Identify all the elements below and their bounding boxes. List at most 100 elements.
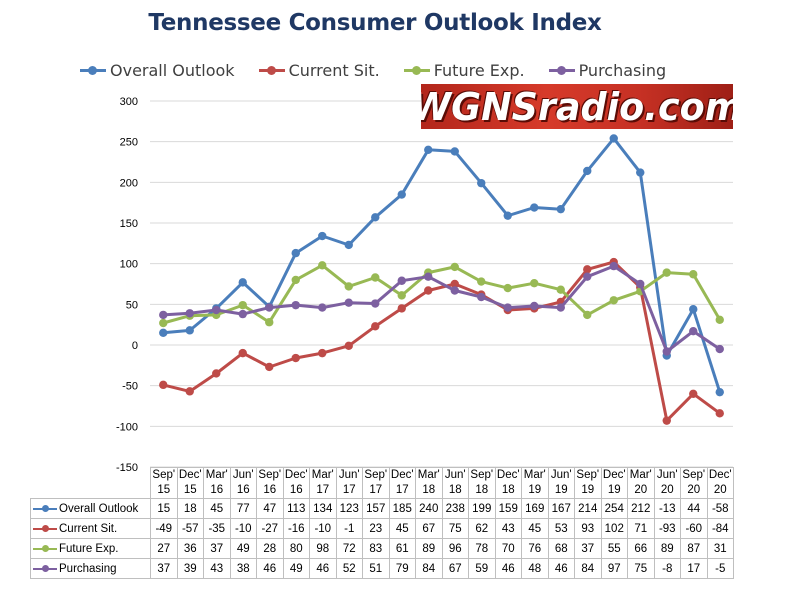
data-point bbox=[397, 291, 406, 300]
category-month: Dec' bbox=[178, 469, 202, 481]
table-cell: 238 bbox=[441, 498, 469, 519]
data-point bbox=[318, 261, 327, 270]
category-year: 19 bbox=[607, 484, 621, 496]
series-line-0 bbox=[163, 136, 722, 393]
table-cell: 89 bbox=[653, 538, 681, 559]
table-cell: -5 bbox=[706, 558, 734, 579]
legend-line-icon bbox=[80, 65, 106, 75]
category-month: Jun' bbox=[550, 469, 572, 481]
category-label: Jun' 19 bbox=[547, 467, 575, 499]
category-year: 16 bbox=[263, 484, 277, 496]
table-cell: 167 bbox=[547, 498, 575, 519]
table-cell: 123 bbox=[335, 498, 363, 519]
category-month: Sep' bbox=[152, 469, 176, 481]
category-label: Sep' 16 bbox=[256, 467, 284, 499]
y-tick-label: 100 bbox=[120, 259, 138, 271]
table-cell: 45 bbox=[521, 518, 549, 539]
table-cell: 37 bbox=[150, 558, 178, 579]
y-tick-label: 50 bbox=[126, 299, 138, 311]
row-label: Overall Outlook bbox=[30, 498, 151, 519]
category-label: Dec' 15 bbox=[176, 467, 204, 499]
row-label-text: Current Sit. bbox=[59, 522, 118, 535]
category-month: Mar' bbox=[417, 469, 440, 481]
series-key-icon bbox=[33, 504, 57, 512]
table-cell: 38 bbox=[229, 558, 257, 579]
legend-label: Overall Outlook bbox=[110, 60, 235, 80]
data-point bbox=[715, 344, 724, 354]
data-point bbox=[424, 272, 433, 281]
table-cell: 134 bbox=[309, 498, 337, 519]
data-point bbox=[689, 270, 698, 279]
table-cell: -58 bbox=[706, 498, 734, 519]
category-label: Jun' 17 bbox=[335, 467, 363, 499]
table-cell: 157 bbox=[362, 498, 390, 519]
category-year: 16 bbox=[289, 484, 303, 496]
data-point bbox=[636, 168, 645, 177]
series-key-icon bbox=[33, 564, 57, 572]
category-label: Sep' 18 bbox=[468, 467, 496, 499]
legend-label: Current Sit. bbox=[288, 60, 380, 80]
table-cell: 240 bbox=[415, 498, 443, 519]
category-year: 19 bbox=[581, 484, 595, 496]
data-point bbox=[344, 282, 353, 291]
category-year: 20 bbox=[634, 484, 648, 496]
table-cell: 51 bbox=[362, 558, 390, 579]
table-cell: 59 bbox=[468, 558, 496, 579]
category-label: Dec' 19 bbox=[600, 467, 628, 499]
table-cell: 159 bbox=[494, 498, 522, 519]
table-cell: 102 bbox=[600, 518, 628, 539]
category-year: 19 bbox=[528, 484, 542, 496]
data-point bbox=[291, 248, 300, 258]
data-point bbox=[371, 322, 380, 331]
table-cell: 49 bbox=[282, 558, 310, 579]
row-label-text: Overall Outlook bbox=[59, 502, 139, 515]
data-point bbox=[583, 265, 592, 274]
table-cell: 31 bbox=[706, 538, 734, 559]
data-point bbox=[185, 326, 194, 335]
table-cell: 93 bbox=[574, 518, 602, 539]
data-point bbox=[477, 292, 486, 302]
data-point bbox=[530, 203, 539, 212]
table-cell: 212 bbox=[627, 498, 655, 519]
table-cell: 17 bbox=[680, 558, 708, 579]
category-month: Sep' bbox=[576, 469, 600, 481]
row-label: Purchasing bbox=[30, 558, 151, 579]
category-year: 20 bbox=[713, 484, 727, 496]
category-label: Mar' 16 bbox=[203, 467, 231, 499]
table-cell: 18 bbox=[176, 498, 204, 519]
category-month: Mar' bbox=[205, 469, 228, 481]
category-month: Mar' bbox=[629, 469, 652, 481]
category-label: Dec' 16 bbox=[282, 467, 310, 499]
data-point bbox=[344, 341, 353, 351]
legend-label: Future Exp. bbox=[433, 60, 525, 80]
table-cell: 79 bbox=[388, 558, 416, 579]
chart-legend: Overall Outlook Current Sit. Future Exp. Pu… bbox=[80, 59, 666, 81]
row-label-text: Future Exp. bbox=[59, 542, 119, 555]
table-cell: -27 bbox=[256, 518, 284, 539]
watermark-text: WGNSradio.com bbox=[421, 84, 733, 129]
legend-line-icon bbox=[258, 65, 285, 75]
category-label: Jun' 18 bbox=[441, 467, 469, 499]
data-point bbox=[662, 416, 671, 425]
data-point bbox=[715, 387, 724, 397]
category-month: Mar' bbox=[523, 469, 546, 481]
data-point bbox=[371, 299, 380, 308]
legend-line-icon bbox=[403, 65, 430, 75]
table-cell: 83 bbox=[362, 538, 390, 559]
data-point bbox=[318, 348, 327, 358]
category-year: 15 bbox=[157, 484, 171, 496]
data-point bbox=[450, 262, 459, 272]
table-cell: 46 bbox=[309, 558, 337, 579]
data-point bbox=[424, 145, 433, 154]
data-point bbox=[159, 310, 168, 320]
data-point bbox=[609, 134, 618, 143]
table-cell: -60 bbox=[680, 518, 708, 539]
category-label: Mar' 18 bbox=[415, 467, 443, 499]
category-year: 15 bbox=[183, 484, 197, 496]
data-point bbox=[318, 231, 327, 241]
table-cell: 97 bbox=[600, 558, 628, 579]
table-cell: 70 bbox=[494, 538, 522, 559]
category-month: Jun' bbox=[444, 469, 466, 481]
category-label: Sep' 19 bbox=[574, 467, 602, 499]
data-point bbox=[689, 326, 698, 336]
